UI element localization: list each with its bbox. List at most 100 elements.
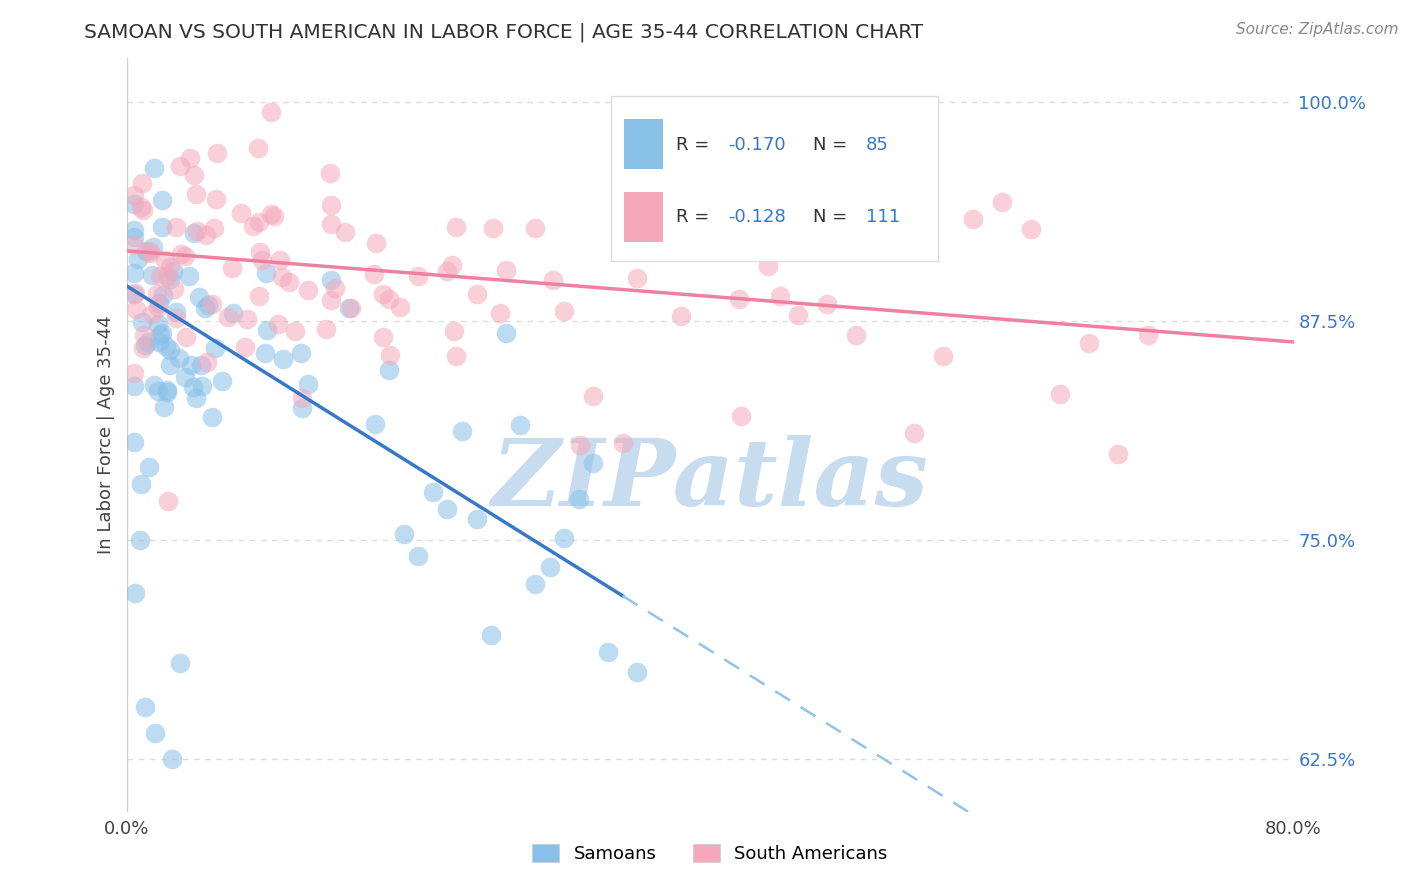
Point [290,401,312,415]
Point [129,533,152,547]
Point [626,270,648,285]
Point [247,289,270,303]
Point [165,220,187,235]
Point [541,273,564,287]
Point [297,283,319,297]
Point [932,349,955,363]
Point [249,245,271,260]
Point [495,326,517,340]
Point [297,376,319,391]
Point [135,244,157,258]
Point [481,221,503,235]
Point [131,315,153,329]
Point [124,367,146,381]
Point [131,203,153,218]
Point [122,197,145,211]
Point [319,166,342,180]
Point [163,282,186,296]
Point [169,159,191,173]
Point [645,228,668,243]
Point [728,293,751,307]
Point [211,374,233,388]
Point [149,327,172,342]
Point [451,424,474,438]
Point [122,230,145,244]
Point [315,322,337,336]
Point [538,559,561,574]
Point [122,238,145,252]
Point [253,346,276,360]
Point [229,205,252,219]
Point [141,307,163,321]
Point [156,385,179,400]
Point [786,308,808,322]
Point [124,585,146,599]
Point [290,391,312,405]
Point [148,335,170,350]
Point [408,549,430,563]
Point [162,263,184,277]
Point [444,220,467,235]
Point [626,665,648,680]
Point [129,476,152,491]
Point [903,425,925,440]
Point [184,391,207,405]
Point [159,358,181,372]
Point [194,301,217,316]
Point [845,327,868,342]
Point [159,272,181,286]
Point [378,363,401,377]
Point [1108,447,1130,461]
Point [122,435,145,450]
Legend: Samoans, South Americans: Samoans, South Americans [526,837,894,871]
Point [204,341,226,355]
Point [156,494,179,508]
Point [263,209,285,223]
Point [156,269,179,284]
Point [699,234,721,248]
Point [124,286,146,301]
Point [337,301,360,315]
Point [246,141,269,155]
Point [169,656,191,670]
Point [378,292,401,306]
Text: SAMOAN VS SOUTH AMERICAN IN LABOR FORCE | AGE 35-44 CORRELATION CHART: SAMOAN VS SOUTH AMERICAN IN LABOR FORCE … [84,22,924,42]
Point [129,200,152,214]
Point [159,343,181,357]
Point [524,221,547,235]
Point [436,263,458,277]
Point [290,345,312,359]
Point [146,287,169,301]
Point [443,324,465,338]
Point [131,176,153,190]
Point [378,348,401,362]
Point [134,327,156,342]
Point [962,212,984,227]
Point [730,409,752,424]
Point [127,252,149,267]
Point [568,491,591,506]
Point [143,726,166,740]
Point [146,300,169,314]
Point [181,380,204,394]
Point [436,502,458,516]
Point [150,219,173,234]
Point [222,305,245,319]
Point [187,290,209,304]
Point [392,526,415,541]
Point [155,339,177,353]
Point [236,312,259,326]
Point [122,379,145,393]
Point [488,306,510,320]
Point [205,146,228,161]
Point [184,187,207,202]
Point [260,105,283,120]
Point [125,301,148,316]
Point [122,266,145,280]
Point [582,456,605,470]
Point [201,296,224,310]
Point [138,244,160,258]
Point [204,192,226,206]
Point [465,287,488,301]
Point [242,219,264,234]
